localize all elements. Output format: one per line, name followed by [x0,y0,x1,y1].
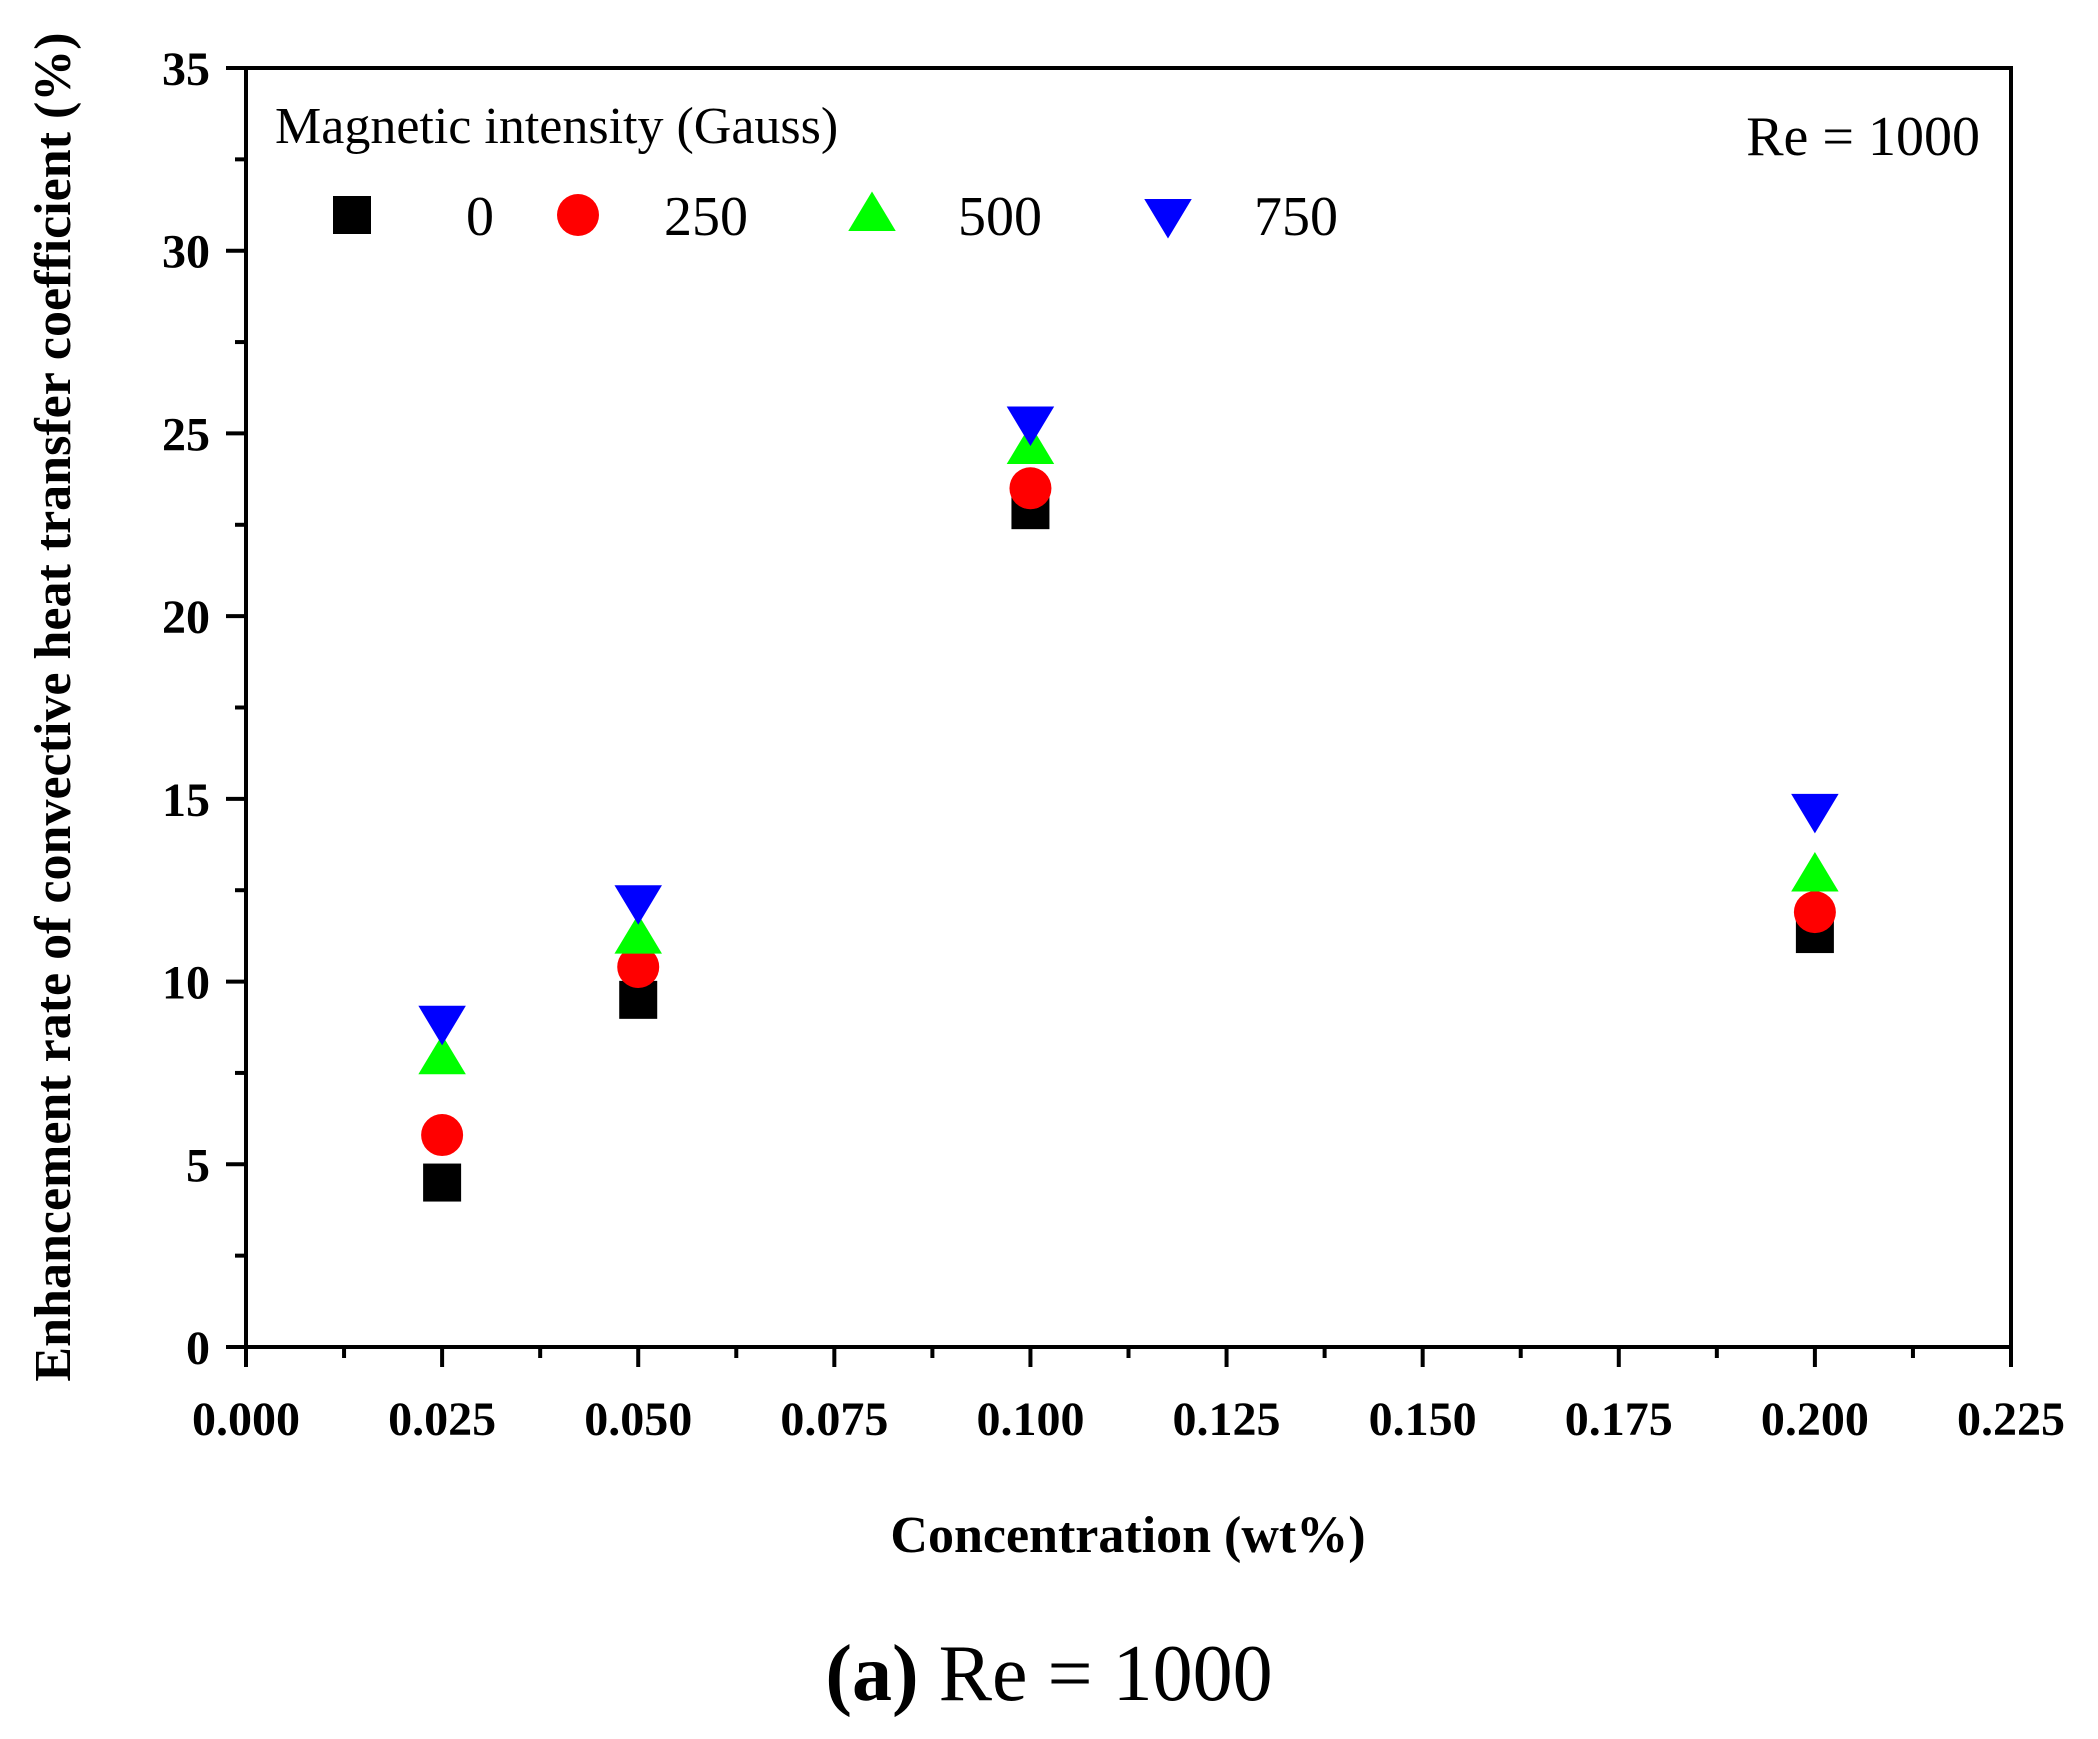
y-tick-label: 10 [162,957,210,1010]
data-point-250g [1793,891,1836,934]
x-tick-label: 0.050 [584,1393,692,1446]
data-points [418,406,1839,1202]
data-point-250g [421,1114,464,1157]
legend-entry-250: 250 [557,186,748,248]
legend-marker-square [333,196,371,234]
x-tick-label: 0.000 [192,1393,300,1446]
legend-marker-circle [557,194,599,236]
re-annotation: Re = 1000 [1746,106,1980,168]
legend-label: 250 [664,186,748,248]
figure-caption: (a) Re = 1000 [825,1630,1272,1718]
data-point-750g [1791,793,1839,834]
legend-label: 500 [958,186,1042,248]
x-tick-label: 0.175 [1565,1393,1673,1446]
data-point-250g [1009,467,1052,510]
y-axis-ticks: 0 5 10 15 20 25 30 35 [162,43,246,1375]
y-tick-label: 15 [162,774,210,827]
legend-entry-750: 750 [1144,186,1338,248]
x-tick-label: 0.150 [1369,1393,1477,1446]
y-tick-label: 25 [162,408,210,461]
y-axis-title: Enhancement rate of convective heat tran… [25,32,82,1381]
legend-label: 0 [466,186,494,248]
y-tick-label: 30 [162,226,210,279]
y-tick-label: 5 [186,1139,210,1192]
y-tick-label: 0 [186,1322,210,1375]
x-tick-label: 0.025 [388,1393,496,1446]
data-point-500g [1791,852,1839,892]
y-tick-label: 35 [162,43,210,96]
x-axis-ticks: 0.000 0.025 0.050 0.075 0.100 0.125 0.150 0.175… [192,1347,2065,1446]
caption-letter: (a) [825,1630,918,1718]
y-tick-label: 20 [162,591,210,644]
data-point-500g [418,1034,466,1075]
x-tick-label: 0.125 [1173,1393,1281,1446]
legend-entry-500: 500 [848,186,1042,248]
legend-marker-triangle-down [1144,199,1192,239]
caption-text: Re = 1000 [939,1630,1273,1718]
x-tick-label: 0.225 [1957,1393,2065,1446]
data-point-250g [617,945,660,988]
legend-marker-triangle-up [848,191,896,231]
x-tick-label: 0.100 [976,1393,1084,1446]
data-point-750g [614,885,662,925]
legend-title: Magnetic intensity (Gauss) [275,98,838,155]
plot-area-frame [244,66,2013,1349]
data-point-0g [423,1163,462,1202]
x-axis-title: Concentration (wt%) [890,1507,1365,1564]
x-tick-label: 0.200 [1761,1393,1869,1446]
data-point-750g [1006,406,1055,447]
x-tick-label: 0.075 [780,1393,888,1446]
legend-label: 750 [1254,186,1338,248]
data-point-750g [418,1005,466,1046]
legend: Magnetic intensity (Gauss) 0 250 500 750 [275,98,1338,248]
data-point-500g [614,914,662,954]
legend-entry-0: 0 [333,186,494,248]
